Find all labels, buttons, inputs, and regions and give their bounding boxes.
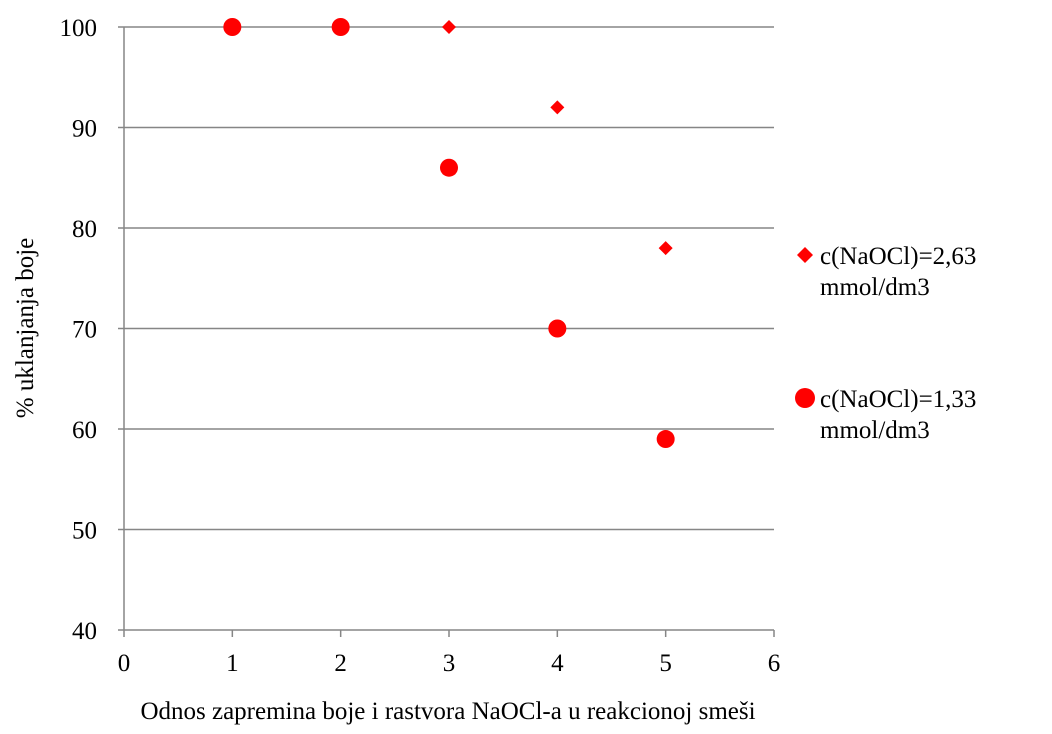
legend-label-line: c(NaOCl)=2,63 bbox=[820, 243, 976, 270]
legend-entry-0: c(NaOCl)=2,63 mmol/dm3 bbox=[797, 243, 976, 301]
x-tick-label: 1 bbox=[226, 650, 239, 677]
x-axis-title: Odnos zapremina boje i rastvora NaOCl-a … bbox=[140, 698, 755, 725]
y-tick-label: 90 bbox=[72, 116, 97, 143]
circle-point-s1-4 bbox=[656, 430, 675, 449]
axes bbox=[118, 26, 775, 637]
legend: c(NaOCl)=2,63 mmol/dm3 c(NaOCl)=1,33 mmol/d… bbox=[795, 243, 976, 444]
legend-label-line: mmol/dm3 bbox=[820, 274, 930, 301]
y-tick-label: 60 bbox=[72, 417, 97, 444]
diamond-point-s0-2 bbox=[658, 241, 673, 256]
x-tick-label: 3 bbox=[443, 650, 456, 677]
data-points bbox=[223, 18, 675, 449]
circle-point-s1-0 bbox=[223, 18, 242, 36]
legend-circle-icon bbox=[795, 388, 815, 408]
x-tick-label: 5 bbox=[659, 650, 672, 677]
x-tick-label: 4 bbox=[551, 650, 564, 677]
diamond-point-s0-1 bbox=[550, 100, 565, 115]
y-tick-label: 40 bbox=[72, 618, 97, 645]
diamond-point-s0-0 bbox=[442, 20, 456, 34]
legend-diamond-icon bbox=[797, 247, 813, 263]
x-tick-label: 0 bbox=[118, 650, 131, 677]
legend-label-line: c(NaOCl)=1,33 bbox=[820, 386, 976, 413]
y-tick-label: 70 bbox=[72, 317, 97, 344]
y-axis-title: % uklanjanja boje bbox=[12, 238, 39, 419]
circle-point-s1-3 bbox=[548, 319, 567, 338]
x-tick-label: 6 bbox=[768, 650, 781, 677]
tick-labels: 40 50 60 70 80 90 100 0 1 2 3 4 5 6 bbox=[60, 15, 781, 677]
legend-label-line: mmol/dm3 bbox=[820, 417, 930, 444]
circle-point-s1-2 bbox=[440, 158, 458, 177]
x-tick-label: 2 bbox=[334, 650, 347, 677]
y-tick-label: 80 bbox=[72, 216, 97, 243]
y-tick-label: 100 bbox=[60, 15, 98, 42]
y-tick-label: 50 bbox=[72, 518, 97, 545]
gridlines bbox=[124, 26, 774, 531]
legend-entry-1: c(NaOCl)=1,33 mmol/dm3 bbox=[795, 386, 976, 444]
circle-point-s1-1 bbox=[331, 18, 350, 36]
